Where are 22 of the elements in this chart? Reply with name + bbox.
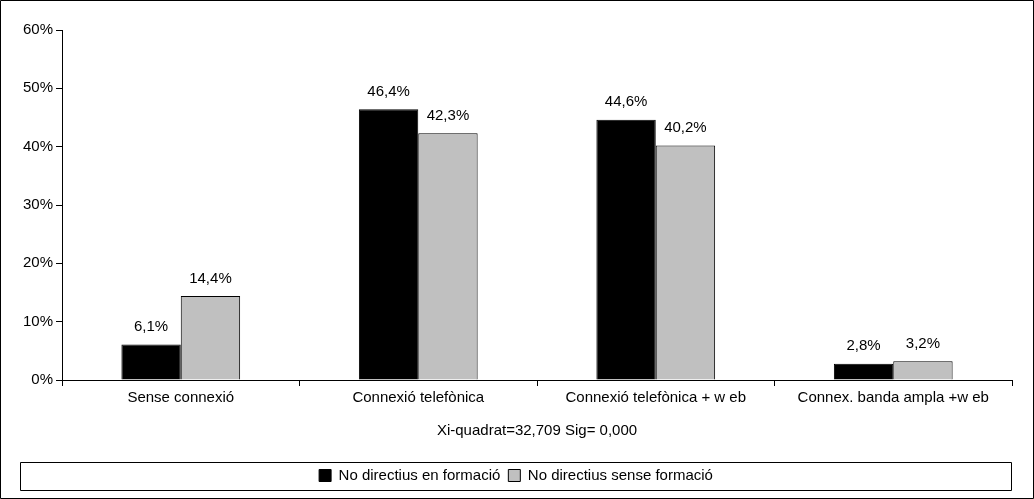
y-tick-label: 40%: [22, 136, 54, 154]
legend-label: No directius sense formació: [527, 465, 713, 483]
data-label: 3,2%: [905, 333, 941, 351]
y-tick-label: 50%: [22, 78, 54, 96]
data-label: 40,2%: [664, 118, 707, 136]
y-tick-label: 30%: [22, 195, 54, 213]
data-label: 44,6%: [604, 92, 648, 110]
legend-label: No directius en formació: [338, 465, 501, 483]
y-tick-label: 10%: [22, 311, 54, 329]
x-tick-label: Sense connexió: [127, 388, 235, 406]
y-tick-label: 60%: [22, 20, 54, 38]
x-tick-label: Connex. banda ampla +w eb: [797, 388, 989, 406]
data-label: 2,8%: [846, 336, 881, 354]
data-label: 46,4%: [367, 81, 410, 99]
x-tick-label: Connexió telefònica + w eb: [565, 388, 747, 406]
data-label: 14,4%: [189, 268, 232, 286]
x-tick-label: Connexió telefònica: [352, 388, 485, 406]
x-axis-title: Xi-quadrat=32,709 Sig= 0,000: [436, 421, 638, 439]
data-label: 6,1%: [133, 317, 169, 335]
y-tick-label: 0%: [31, 370, 54, 388]
y-tick-label: 20%: [22, 253, 54, 271]
data-label: 42,3%: [426, 105, 470, 123]
